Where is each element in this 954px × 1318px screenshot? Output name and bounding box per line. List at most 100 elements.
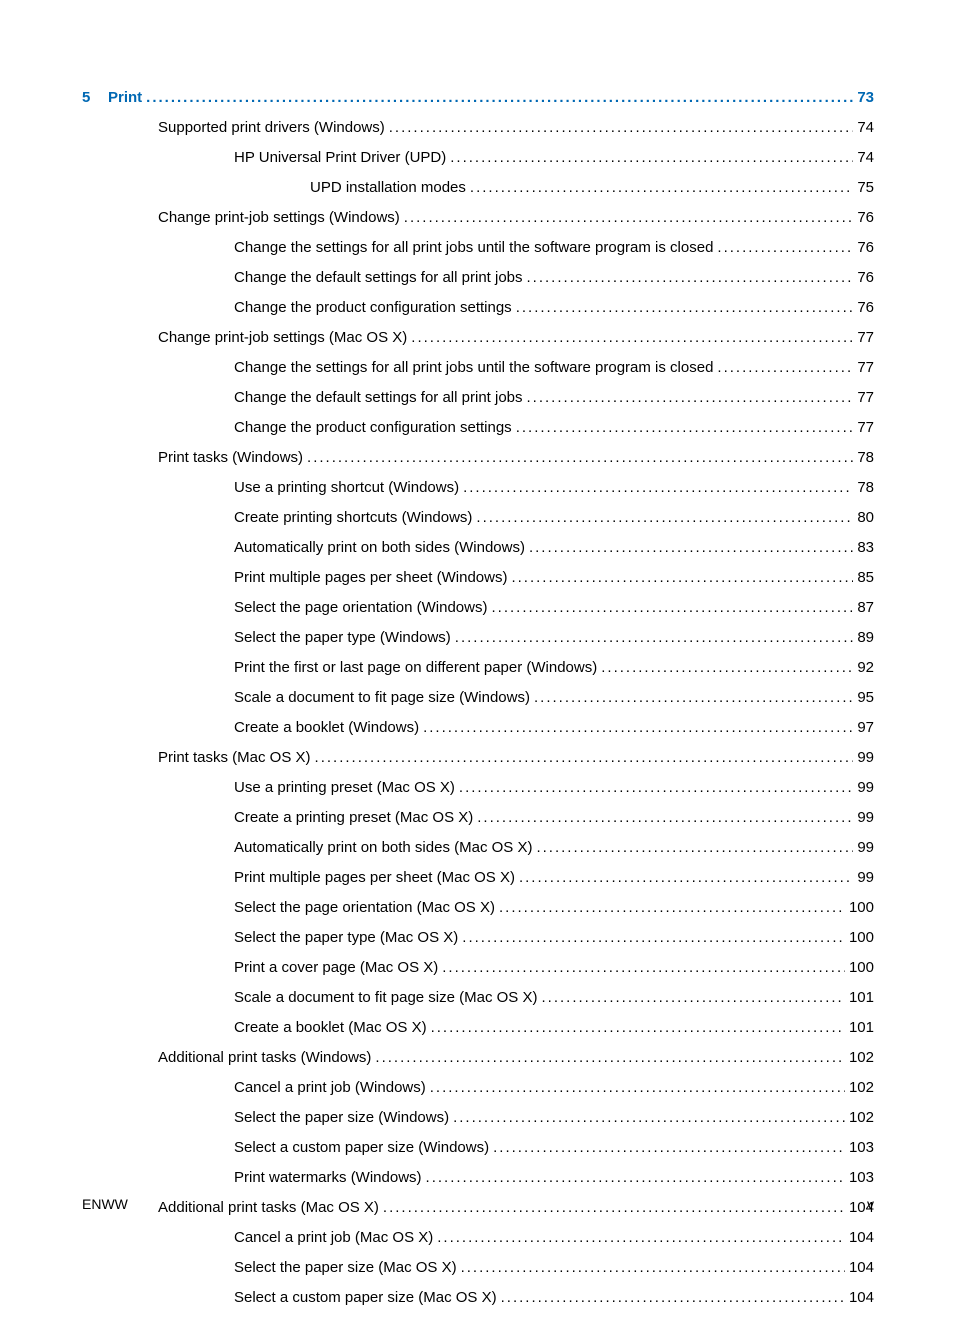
- toc-leader-dots: ........................................…: [463, 478, 853, 498]
- toc-leader-dots: ........................................…: [315, 748, 854, 768]
- toc-leader-dots: ........................................…: [717, 358, 853, 378]
- toc-leader-dots: ........................................…: [461, 1258, 845, 1278]
- toc-entry-page: 87: [857, 598, 874, 618]
- toc-row[interactable]: Print the first or last page on differen…: [82, 658, 874, 678]
- toc-row[interactable]: Select the paper size (Mac OS X)........…: [82, 1258, 874, 1278]
- toc-chapter-page: 73: [857, 88, 874, 108]
- toc-row[interactable]: Change print-job settings (Windows).....…: [82, 208, 874, 228]
- toc-entry-page: 74: [857, 118, 874, 138]
- toc-row[interactable]: Change the default settings for all prin…: [82, 388, 874, 408]
- toc-entry-page: 102: [849, 1108, 874, 1128]
- toc-entry-title: Select the paper type (Mac OS X): [234, 928, 458, 948]
- toc-entry-page: 103: [849, 1138, 874, 1158]
- toc-row[interactable]: Supported print drivers (Windows).......…: [82, 118, 874, 138]
- toc-row[interactable]: Select a custom paper size (Windows)....…: [82, 1138, 874, 1158]
- footer-right: v: [867, 1196, 874, 1212]
- toc-leader-dots: ........................................…: [459, 778, 853, 798]
- toc-row[interactable]: Create a booklet (Mac OS X).............…: [82, 1018, 874, 1038]
- toc-entry-page: 101: [849, 1018, 874, 1038]
- toc-entry-title: Cancel a print job (Windows): [234, 1078, 426, 1098]
- toc-entry-title: Change the product configuration setting…: [234, 298, 512, 318]
- toc-row[interactable]: Cancel a print job (Windows)............…: [82, 1078, 874, 1098]
- toc-entry-title: Change the default settings for all prin…: [234, 268, 523, 288]
- toc-row[interactable]: Automatically print on both sides (Mac O…: [82, 838, 874, 858]
- toc-entry-page: 102: [849, 1048, 874, 1068]
- toc-entry-title: Change the settings for all print jobs u…: [234, 358, 713, 378]
- toc-entry-title: Print the first or last page on differen…: [234, 658, 597, 678]
- toc-row[interactable]: Create a printing preset (Mac OS X).....…: [82, 808, 874, 828]
- toc-row[interactable]: Change print-job settings (Mac OS X)....…: [82, 328, 874, 348]
- toc-row[interactable]: Change the product configuration setting…: [82, 418, 874, 438]
- toc-row[interactable]: HP Universal Print Driver (UPD).........…: [82, 148, 874, 168]
- toc-row[interactable]: Scale a document to fit page size (Windo…: [82, 688, 874, 708]
- toc-entry-title: HP Universal Print Driver (UPD): [234, 148, 446, 168]
- toc-entry-title: Change print-job settings (Windows): [158, 208, 400, 228]
- toc-row[interactable]: Scale a document to fit page size (Mac O…: [82, 988, 874, 1008]
- toc-row[interactable]: Print a cover page (Mac OS X)...........…: [82, 958, 874, 978]
- toc-row[interactable]: Print watermarks (Windows)..............…: [82, 1168, 874, 1188]
- toc-row[interactable]: Create printing shortcuts (Windows).....…: [82, 508, 874, 528]
- toc-row[interactable]: Create a booklet (Windows)..............…: [82, 718, 874, 738]
- toc-leader-dots: ........................................…: [404, 208, 854, 228]
- toc-row[interactable]: Select the paper type (Windows).........…: [82, 628, 874, 648]
- toc-leader-dots: ........................................…: [470, 178, 853, 198]
- toc-entry-title: Automatically print on both sides (Mac O…: [234, 838, 532, 858]
- toc-row[interactable]: Use a printing shortcut (Windows).......…: [82, 478, 874, 498]
- toc-entry-page: 104: [849, 1258, 874, 1278]
- toc-leader-dots: ........................................…: [516, 418, 854, 438]
- toc-entry-page: 77: [857, 418, 874, 438]
- toc-row[interactable]: Change the default settings for all prin…: [82, 268, 874, 288]
- toc-chapter-label: 5Print: [82, 88, 142, 108]
- toc-entry-title: Select the page orientation (Mac OS X): [234, 898, 495, 918]
- table-of-contents: 5Print .................................…: [82, 88, 874, 1308]
- toc-row[interactable]: Change the product configuration setting…: [82, 298, 874, 318]
- toc-entry-title: Scale a document to fit page size (Mac O…: [234, 988, 537, 1008]
- toc-entry-page: 104: [849, 1288, 874, 1308]
- toc-row[interactable]: Change the settings for all print jobs u…: [82, 358, 874, 378]
- toc-entry-title: Create printing shortcuts (Windows): [234, 508, 472, 528]
- toc-row[interactable]: Select the paper type (Mac OS X)........…: [82, 928, 874, 948]
- toc-leader-dots: ........................................…: [499, 898, 845, 918]
- toc-leader-dots: ........................................…: [426, 1168, 845, 1188]
- toc-chapter-row[interactable]: 5Print .................................…: [82, 88, 874, 108]
- toc-row[interactable]: Print multiple pages per sheet (Mac OS X…: [82, 868, 874, 888]
- toc-row[interactable]: Change the settings for all print jobs u…: [82, 238, 874, 258]
- toc-leader-dots: ........................................…: [455, 628, 854, 648]
- toc-row[interactable]: UPD installation modes..................…: [82, 178, 874, 198]
- toc-row[interactable]: Select the paper size (Windows).........…: [82, 1108, 874, 1128]
- toc-row[interactable]: Select the page orientation (Windows)...…: [82, 598, 874, 618]
- toc-row[interactable]: Select the page orientation (Mac OS X)..…: [82, 898, 874, 918]
- toc-entry-title: Print multiple pages per sheet (Mac OS X…: [234, 868, 515, 888]
- toc-entry-title: Select the paper size (Mac OS X): [234, 1258, 457, 1278]
- toc-entry-page: 77: [857, 388, 874, 408]
- toc-entry-title: Additional print tasks (Windows): [158, 1048, 371, 1068]
- toc-row[interactable]: Automatically print on both sides (Windo…: [82, 538, 874, 558]
- toc-leader-dots: ........................................…: [601, 658, 853, 678]
- toc-leader-dots: ........................................…: [450, 148, 853, 168]
- toc-entry-title: Print multiple pages per sheet (Windows): [234, 568, 507, 588]
- toc-entry-title: Change the product configuration setting…: [234, 418, 512, 438]
- footer-left: ENWW: [82, 1196, 128, 1212]
- toc-row[interactable]: Additional print tasks (Windows)........…: [82, 1048, 874, 1068]
- toc-row[interactable]: Cancel a print job (Mac OS X)...........…: [82, 1228, 874, 1248]
- page-content: 5Print .................................…: [82, 88, 874, 1318]
- toc-leader-dots: ........................................…: [527, 268, 854, 288]
- toc-row[interactable]: Print tasks (Windows)...................…: [82, 448, 874, 468]
- toc-entry-page: 99: [857, 838, 874, 858]
- toc-entry-page: 100: [849, 898, 874, 918]
- toc-leader-dots: ........................................…: [476, 508, 853, 528]
- toc-entry-page: 92: [857, 658, 874, 678]
- toc-leader-dots: ........................................…: [307, 448, 853, 468]
- toc-entry-page: 85: [857, 568, 874, 588]
- toc-entry-title: Create a booklet (Mac OS X): [234, 1018, 427, 1038]
- toc-entry-page: 77: [857, 328, 874, 348]
- toc-leader-dots: ........................................…: [375, 1048, 845, 1068]
- toc-entry-page: 102: [849, 1078, 874, 1098]
- toc-row[interactable]: Print tasks (Mac OS X)..................…: [82, 748, 874, 768]
- toc-leader-dots: ........................................…: [442, 958, 845, 978]
- toc-entry-page: 76: [857, 208, 874, 228]
- toc-row[interactable]: Use a printing preset (Mac OS X)........…: [82, 778, 874, 798]
- toc-row[interactable]: Print multiple pages per sheet (Windows)…: [82, 568, 874, 588]
- toc-row[interactable]: Select a custom paper size (Mac OS X)...…: [82, 1288, 874, 1308]
- toc-entry-title: Create a booklet (Windows): [234, 718, 419, 738]
